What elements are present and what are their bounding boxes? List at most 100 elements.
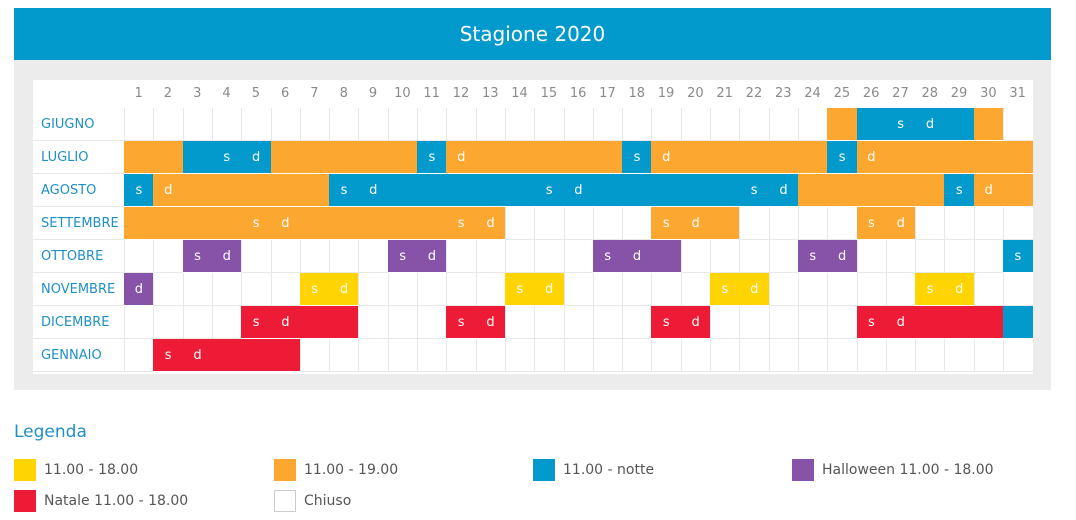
month-row-giugno: GIUGNO s d	[33, 108, 1033, 141]
day-header-1: 1	[134, 86, 143, 101]
legend-item: 11.00 - 19.00	[274, 459, 398, 481]
day-header-4: 4	[222, 86, 231, 101]
day-cell	[768, 240, 799, 273]
day-header-26: 26	[862, 86, 880, 101]
day-cell	[124, 339, 154, 372]
day-cell	[710, 108, 740, 141]
day-cell	[387, 306, 418, 339]
day-cell	[153, 108, 184, 141]
day-cell	[651, 273, 682, 306]
day-header-11: 11	[423, 86, 440, 101]
day-header-9: 9	[368, 86, 378, 101]
day-cell	[504, 141, 535, 174]
legend-item: Halloween 11.00 - 18.00	[792, 459, 994, 481]
day-cell	[182, 306, 213, 339]
day-cell	[885, 273, 916, 306]
day-cell: s	[622, 141, 652, 174]
day-cell	[475, 108, 506, 141]
legend-label: Halloween 11.00 - 18.00	[822, 462, 994, 478]
day-cell	[710, 174, 740, 207]
day-cell	[885, 141, 916, 174]
day-cell	[1003, 207, 1033, 240]
day-cell	[710, 339, 740, 372]
day-cell	[973, 339, 1004, 372]
day-cell	[299, 240, 330, 273]
legend-label: 11.00 - 18.00	[44, 462, 139, 478]
day-cell: s	[241, 207, 271, 240]
day-header-20: 20	[687, 86, 704, 101]
day-cell: d	[534, 273, 564, 306]
day-cell	[915, 240, 945, 273]
day-cell: s	[797, 240, 828, 273]
day-cell	[827, 306, 857, 339]
day-cell	[944, 306, 975, 339]
month-row-settembre: SETTEMBRE s d s d s d s d	[33, 207, 1033, 240]
day-cell: s	[124, 174, 154, 207]
day-header-24: 24	[804, 86, 821, 101]
day-header-15: 15	[540, 86, 558, 101]
day-cell	[680, 240, 711, 273]
day-cell	[182, 108, 213, 141]
day-cell	[182, 273, 213, 306]
day-cell	[417, 207, 447, 240]
day-cell	[417, 306, 447, 339]
day-cell	[768, 141, 799, 174]
day-cell: s	[211, 141, 242, 174]
day-cell	[417, 339, 447, 372]
day-cell	[856, 174, 887, 207]
day-cell	[153, 273, 184, 306]
day-cell	[1003, 141, 1033, 174]
day-cell	[358, 141, 389, 174]
day-cell	[270, 339, 301, 372]
month-row-dicembre: DICEMBRE s d s d s d s d	[33, 306, 1033, 339]
day-cell	[563, 141, 594, 174]
day-cell	[387, 207, 418, 240]
legend-swatch	[792, 459, 814, 481]
day-cell	[739, 207, 770, 240]
day-cell	[446, 108, 477, 141]
day-cell	[739, 108, 770, 141]
day-cell: d	[124, 273, 154, 306]
day-cell	[446, 174, 477, 207]
day-cell	[358, 273, 389, 306]
day-cell	[797, 141, 828, 174]
day-cell	[475, 174, 506, 207]
day-cell: d	[475, 207, 506, 240]
day-cell	[622, 273, 652, 306]
legend-label: Chiuso	[304, 493, 352, 509]
day-cell: d	[417, 240, 447, 273]
day-cell	[827, 174, 857, 207]
day-cell	[270, 141, 301, 174]
day-cell	[534, 207, 564, 240]
day-cell: d	[885, 207, 916, 240]
day-cell	[973, 141, 1004, 174]
legend-label: 11.00 - notte	[563, 462, 655, 478]
day-cell: d	[241, 141, 271, 174]
day-cell	[417, 108, 447, 141]
day-cell	[592, 339, 623, 372]
day-cell	[827, 207, 857, 240]
day-cell	[329, 240, 359, 273]
day-cell	[622, 108, 652, 141]
day-cell: d	[622, 240, 652, 273]
day-cell: d	[446, 141, 477, 174]
day-cell	[387, 141, 418, 174]
day-cell	[241, 174, 271, 207]
day-cell	[1003, 339, 1033, 372]
day-cell	[446, 339, 477, 372]
day-cell	[944, 339, 975, 372]
day-cell: d	[768, 174, 799, 207]
day-cell	[211, 207, 242, 240]
day-cell	[915, 306, 945, 339]
month-label: DICEMBRE	[41, 315, 110, 330]
day-cell	[651, 108, 682, 141]
day-cell	[797, 306, 828, 339]
day-cell	[1003, 273, 1033, 306]
day-header-6: 6	[281, 86, 290, 101]
day-header-29: 29	[950, 86, 968, 101]
day-cell	[915, 207, 945, 240]
day-header-23: 23	[774, 86, 792, 101]
day-cell	[124, 108, 154, 141]
day-cell	[504, 207, 535, 240]
day-cell	[211, 306, 242, 339]
